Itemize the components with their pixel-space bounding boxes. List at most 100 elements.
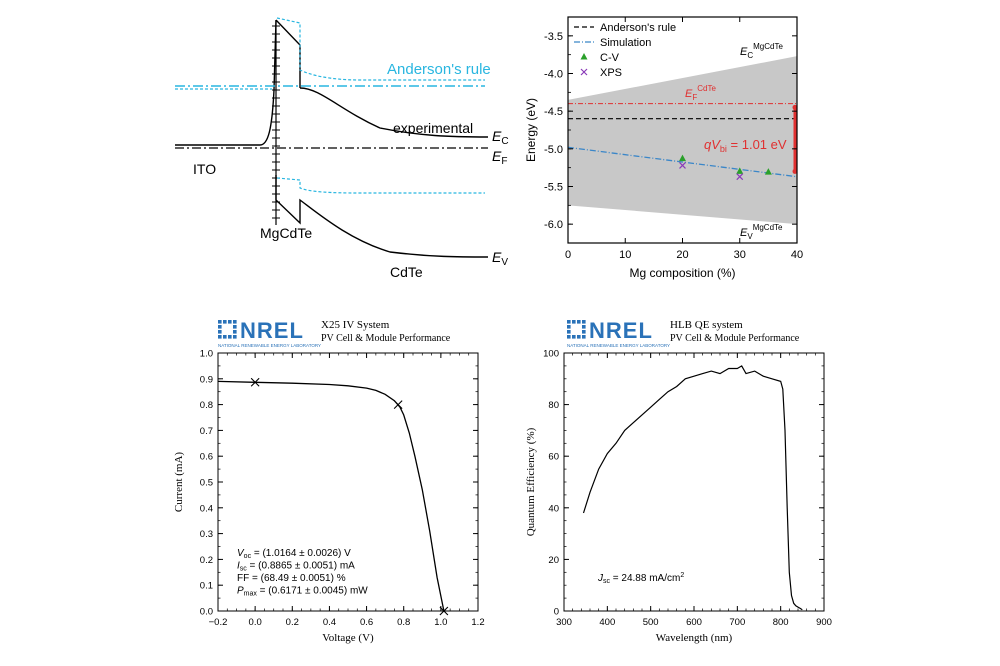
plot-frame [563, 352, 825, 612]
stat-sub: sc [240, 566, 248, 573]
nrel-logo-dot [218, 325, 222, 329]
x-axis-label: Wavelength (nm) [656, 632, 733, 644]
mgcdte-label: MgCdTe [260, 225, 312, 241]
y-tick-label: 0.7 [200, 426, 213, 437]
y-axis-label: Current (mA) [173, 452, 185, 513]
x-tick-label: −0.2 [209, 617, 228, 628]
stat-value: = (0.8865 ± 0.0051) mA [247, 561, 355, 572]
y-tick-label: 80 [548, 400, 559, 411]
vbi-end-top [792, 104, 798, 110]
nrel-logo-dot [233, 325, 237, 329]
legend-xps-label: XPS [600, 67, 622, 79]
nrel-logo-dot [577, 335, 581, 339]
system-title: X25 IV System [321, 319, 390, 331]
anderson-valence [276, 177, 485, 194]
nrel-logo-text: NREL [589, 318, 653, 343]
y-tick-label: 0.4 [200, 503, 213, 514]
y-tick-label: 0.8 [200, 400, 213, 411]
cv-point [764, 168, 772, 175]
y-tick-label: 0.3 [200, 529, 213, 540]
system-title: HLB QE system [670, 319, 743, 331]
anderson-conduction [276, 17, 485, 81]
jsc-sub: sc [603, 578, 611, 585]
ef-label: EF [492, 148, 507, 167]
cdte-label: CdTe [390, 264, 423, 280]
y-tick-label: 20 [548, 555, 559, 566]
band-gap-region [568, 56, 797, 225]
stat-value: = (1.0164 ± 0.0026) V [251, 548, 351, 559]
y-axis-label: Energy (eV) [524, 98, 538, 162]
nrel-logo-dot [582, 325, 586, 329]
iv-stat: Pmax = (0.6171 ± 0.0045) mW [237, 586, 368, 598]
y-tick-label: -3.5 [544, 31, 563, 43]
stat-value: = (0.6171 ± 0.0045) mW [257, 586, 368, 597]
system-subtitle: PV Cell & Module Performance [670, 333, 800, 344]
nrel-logo-dot [218, 335, 222, 339]
x-tick-label: 400 [599, 617, 615, 628]
x-tick-label: 0.4 [323, 617, 336, 628]
ev-sup: MgCdTe [753, 223, 783, 232]
cv-point [736, 167, 744, 174]
x-tick-label: 0.8 [397, 617, 410, 628]
qvbi-sub: bi [720, 144, 727, 154]
ev-main: E [492, 249, 502, 265]
qvbi-pre: qV [704, 137, 721, 152]
x-tick-label: 0 [565, 249, 571, 261]
x-tick-label: 0.2 [286, 617, 299, 628]
legend-cv-label: C-V [600, 52, 620, 64]
x-tick-label: 10 [619, 249, 631, 261]
legend-xps-swatch [580, 68, 588, 76]
nrel-logo-dot [567, 330, 571, 334]
qvbi-post: = 1.01 eV [727, 137, 787, 152]
qe-curve [582, 365, 803, 611]
exp-valence [275, 175, 489, 258]
iv-stat: Voc = (1.0164 ± 0.0026) V [237, 548, 351, 560]
iv-stat: Isc = (0.8865 ± 0.0051) mA [237, 561, 355, 573]
stat-sub: oc [244, 553, 252, 560]
experimental-label: experimental [393, 120, 473, 136]
ef-main: E [685, 88, 693, 100]
jsc-symbol: J [597, 573, 604, 584]
ev-sub: V [501, 257, 508, 268]
ec-sub: C [501, 136, 508, 147]
exp-conduction-barrier [275, 19, 301, 88]
stat-symbol: I [237, 561, 240, 572]
x-tick-label: 800 [773, 617, 789, 628]
exp-conduction-cdte [299, 87, 489, 138]
iv-marker [250, 377, 260, 387]
ev-label: EV [492, 249, 508, 268]
ev-sub: V [747, 232, 753, 241]
iv-marker [393, 400, 403, 409]
vbi-end-bottom [792, 168, 798, 174]
y-tick-label: -4.5 [544, 106, 563, 118]
cv-point [679, 154, 686, 162]
x-tick-label: 40 [791, 249, 803, 261]
ef-main: E [492, 148, 502, 164]
nrel-logo-dot [582, 335, 586, 339]
x-tick-label: 1.0 [434, 617, 447, 628]
ef-cdte-label: EFCdTe [685, 84, 716, 102]
qvbi-label: qVbi = 1.01 eV [704, 137, 787, 154]
y-tick-label: 0.2 [200, 555, 213, 566]
y-tick-label: -4.0 [544, 69, 563, 81]
y-axis-label: Quantum Efficiency (%) [525, 427, 537, 536]
nrel-logo-dot [218, 320, 222, 324]
iv-marker [439, 606, 449, 616]
ev-main: E [740, 227, 748, 239]
nrel-logo-dot [582, 320, 586, 324]
x-tick-label: 0.0 [249, 617, 262, 628]
nrel-logo-dot [572, 320, 576, 324]
nrel-logo-dot [567, 325, 571, 329]
x-axis-label: Voltage (V) [322, 632, 374, 644]
system-subtitle: PV Cell & Module Performance [321, 333, 451, 344]
x-tick-label: 0.6 [360, 617, 373, 628]
xps-point [679, 161, 686, 169]
nrel-logo-dot [223, 320, 227, 324]
nrel-logo-text: NREL [240, 318, 304, 343]
x-tick-label: 600 [686, 617, 702, 628]
jsc-annotation: Jsc = 24.88 mA/cm2 [597, 572, 684, 585]
ef-sup: CdTe [697, 84, 716, 93]
stat-symbol: V [237, 548, 245, 559]
nrel-logo-dot [228, 335, 232, 339]
